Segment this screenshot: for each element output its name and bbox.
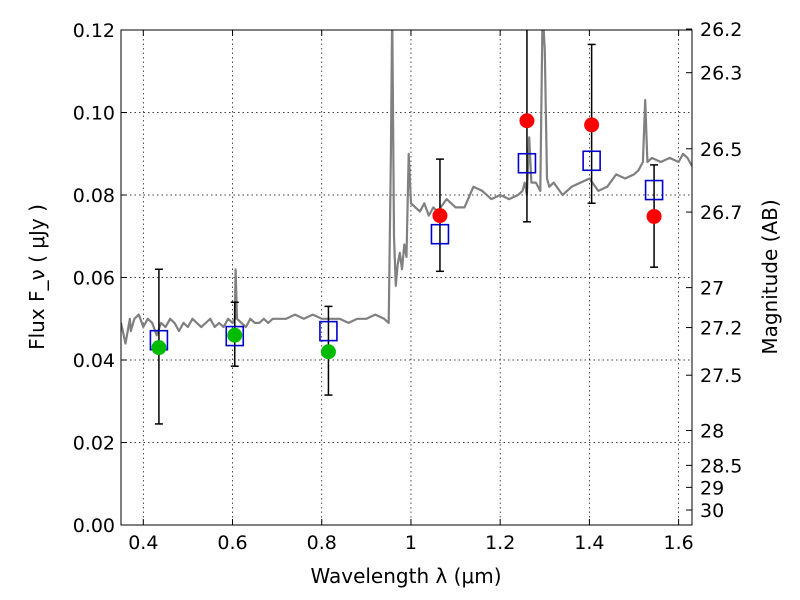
magnitude-tick-label: 26.5 (700, 139, 742, 161)
tick-marks (121, 28, 692, 526)
y-axis-title: Flux F_ν ( μJy ) (25, 204, 49, 350)
spectrum-line (121, 30, 692, 345)
magnitude-tick-label: 28.5 (700, 455, 742, 477)
magnitude-tick-label: 28 (700, 420, 724, 442)
x-tick-labels: 0.4 0.6 0.8 1 1.2 1.4 1.6 (128, 532, 694, 554)
photometry-point (151, 340, 167, 356)
x-axis-title: Wavelength λ (μm) (310, 564, 501, 588)
photometry-point (432, 208, 448, 224)
magnitude-tick-label: 29 (700, 477, 724, 499)
model-square-marker (644, 179, 664, 201)
x-tick-label: 0.4 (128, 532, 158, 554)
model-square-marker (319, 320, 338, 342)
spectrum-layer (121, 30, 692, 345)
x-tick-label: 1.6 (664, 532, 694, 554)
y-tick-label: 0.08 (73, 185, 115, 207)
magnitude-tick-label: 30 (700, 500, 724, 522)
photometry-point (320, 344, 336, 360)
y-tick-label: 0.06 (73, 268, 115, 290)
magnitude-tick-label: 27 (700, 278, 724, 300)
photometry-point (646, 208, 662, 224)
x-tick-label: 1.2 (485, 532, 515, 554)
grid-lines (121, 30, 692, 525)
y-tick-label: 0.00 (73, 515, 115, 537)
y-tick-labels: 0.00 0.02 0.04 0.06 0.08 0.10 0.12 (73, 20, 115, 537)
model-square-marker (517, 152, 537, 174)
model-square-marker (430, 223, 450, 245)
magnitude-tick-label: 27.2 (700, 318, 742, 340)
x-tick-label: 0.8 (307, 532, 337, 554)
x-tick-label: 0.6 (217, 532, 247, 554)
magnitude-tick-label: 26.3 (700, 63, 742, 85)
magnitude-axis-title: Magnitude (AB) (758, 199, 782, 354)
y-tick-label: 0.04 (73, 350, 115, 372)
model-square-marker (225, 325, 245, 347)
marker-layer (149, 113, 664, 360)
y-tick-label: 0.12 (73, 20, 115, 42)
magnitude-tick-label: 26.7 (700, 202, 742, 224)
magnitude-tick-label: 26.2 (700, 19, 742, 41)
y-tick-label: 0.10 (73, 103, 115, 125)
x-tick-label: 1.4 (574, 532, 604, 554)
model-square-marker (582, 150, 601, 172)
photometry-point (584, 117, 600, 133)
y-tick-label: 0.02 (73, 433, 115, 455)
x-tick-label: 1 (405, 532, 417, 554)
magnitude-tick-label: 27.5 (700, 365, 742, 387)
photometry-point (519, 113, 535, 129)
photometry-point (227, 327, 243, 343)
